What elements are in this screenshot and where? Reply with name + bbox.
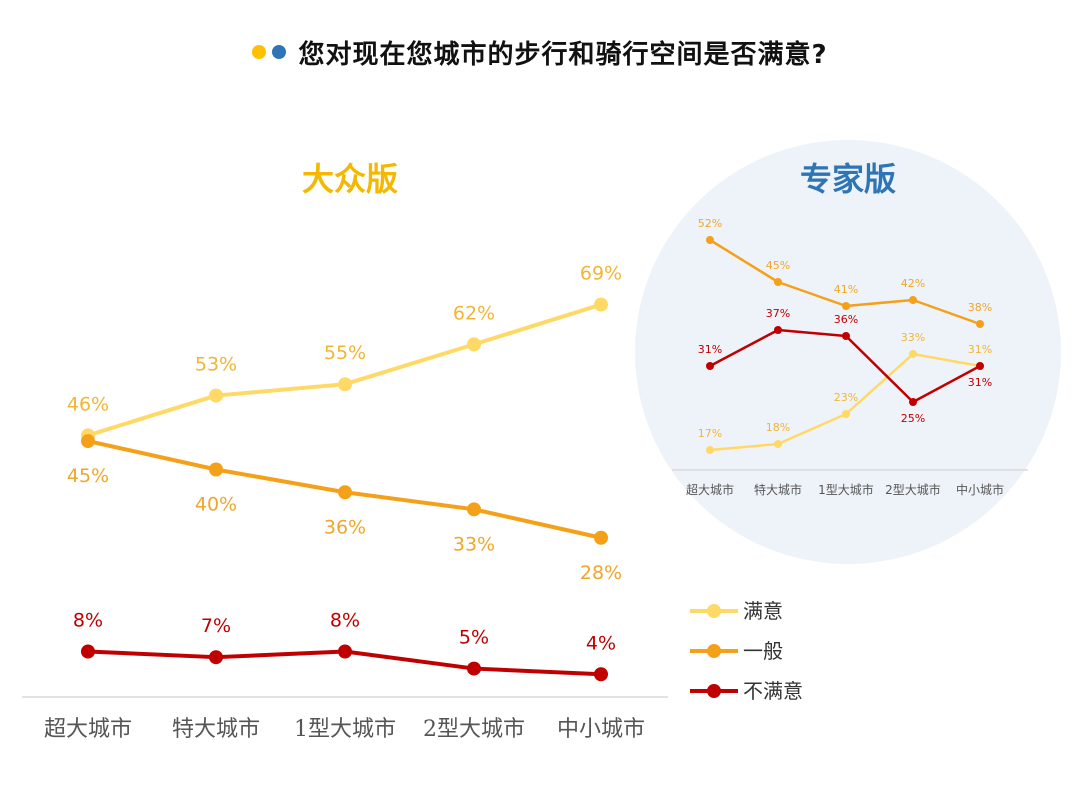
public-point-satisfied [209, 388, 223, 403]
public-data-label-neutral: 28% [580, 562, 622, 584]
public-data-label-satisfied: 55% [324, 342, 366, 364]
expert-data-label-dissatisfied: 25% [901, 412, 925, 425]
legend-marker-satisfied [707, 604, 721, 618]
public-point-neutral [209, 462, 223, 477]
expert-data-label-neutral: 42% [901, 277, 925, 290]
expert-point-neutral [842, 302, 850, 310]
public-point-dissatisfied [467, 661, 481, 676]
page-title: 您对现在您城市的步行和骑行空间是否满意? [298, 39, 828, 70]
expert-data-label-neutral: 45% [766, 259, 790, 272]
public-data-label-satisfied: 53% [195, 354, 237, 376]
public-point-neutral [338, 485, 352, 500]
expert-data-label-satisfied: 23% [834, 391, 858, 404]
yellow-dot-icon [252, 45, 267, 59]
public-chart-title: 大众版 [302, 160, 398, 198]
public-x-tick-label: 超大城市 [44, 717, 132, 742]
expert-data-label-satisfied: 17% [698, 427, 722, 440]
expert-x-tick-label: 特大城市 [754, 482, 802, 497]
legend-marker-neutral [707, 644, 721, 658]
public-point-dissatisfied [594, 667, 608, 682]
expert-point-satisfied [774, 440, 782, 448]
public-data-label-dissatisfied: 8% [73, 610, 103, 632]
public-data-label-dissatisfied: 5% [459, 627, 489, 649]
title-row: 您对现在您城市的步行和骑行空间是否满意? [0, 30, 1080, 74]
legend-label-neutral: 一般 [743, 639, 783, 663]
expert-data-label-neutral: 52% [698, 217, 722, 230]
blue-dot-icon [272, 45, 287, 59]
expert-point-satisfied [909, 350, 917, 358]
public-data-label-dissatisfied: 7% [201, 615, 231, 637]
public-point-satisfied [594, 297, 608, 312]
public-data-label-neutral: 36% [324, 516, 366, 538]
public-point-neutral [594, 530, 608, 545]
public-data-label-neutral: 40% [195, 494, 237, 516]
expert-point-satisfied [706, 446, 714, 454]
expert-data-label-satisfied: 18% [766, 421, 790, 434]
legend-label-dissatisfied: 不满意 [743, 679, 803, 703]
public-data-label-dissatisfied: 8% [330, 610, 360, 632]
public-data-label-satisfied: 69% [580, 263, 622, 285]
public-point-dissatisfied [81, 644, 95, 659]
expert-point-satisfied [842, 410, 850, 418]
expert-data-label-satisfied: 33% [901, 331, 925, 344]
public-x-tick-label: 特大城市 [172, 717, 260, 742]
public-data-label-satisfied: 62% [453, 302, 495, 324]
legend-marker-dissatisfied [707, 684, 721, 698]
public-point-satisfied [338, 377, 352, 392]
expert-data-label-dissatisfied: 37% [766, 307, 790, 320]
public-point-neutral [81, 434, 95, 449]
expert-x-tick-label: 超大城市 [686, 482, 734, 497]
expert-data-label-satisfied: 31% [968, 343, 992, 356]
expert-chart-title: 专家版 [800, 160, 896, 198]
expert-data-label-neutral: 38% [968, 301, 992, 314]
expert-point-dissatisfied [909, 398, 917, 406]
public-x-tick-label: 2型大城市 [423, 717, 525, 742]
public-data-label-neutral: 45% [67, 465, 109, 487]
expert-background-circle [635, 140, 1061, 564]
expert-x-tick-label: 中小城市 [956, 482, 1004, 497]
expert-point-neutral [706, 236, 714, 244]
expert-point-dissatisfied [976, 362, 984, 370]
legend-label-satisfied: 满意 [743, 599, 783, 623]
public-data-label-dissatisfied: 4% [586, 632, 616, 654]
expert-data-label-dissatisfied: 31% [968, 376, 992, 389]
public-point-dissatisfied [338, 644, 352, 659]
public-point-dissatisfied [209, 650, 223, 665]
public-series-line-satisfied [87, 302, 602, 438]
expert-data-label-dissatisfied: 36% [834, 313, 858, 326]
expert-point-dissatisfied [706, 362, 714, 370]
expert-data-label-dissatisfied: 31% [698, 343, 722, 356]
expert-point-neutral [774, 278, 782, 286]
public-point-neutral [467, 502, 481, 517]
public-data-label-neutral: 33% [453, 533, 495, 555]
expert-point-neutral [976, 320, 984, 328]
expert-point-dissatisfied [842, 332, 850, 340]
expert-x-tick-label: 2型大城市 [885, 482, 941, 497]
expert-x-tick-label: 1型大城市 [818, 482, 874, 497]
public-x-tick-label: 1型大城市 [294, 717, 396, 742]
public-point-satisfied [467, 337, 481, 352]
expert-data-label-neutral: 41% [834, 283, 858, 296]
public-x-tick-label: 中小城市 [557, 717, 645, 742]
expert-point-neutral [909, 296, 917, 304]
public-data-label-satisfied: 46% [67, 393, 109, 415]
expert-point-dissatisfied [774, 326, 782, 334]
